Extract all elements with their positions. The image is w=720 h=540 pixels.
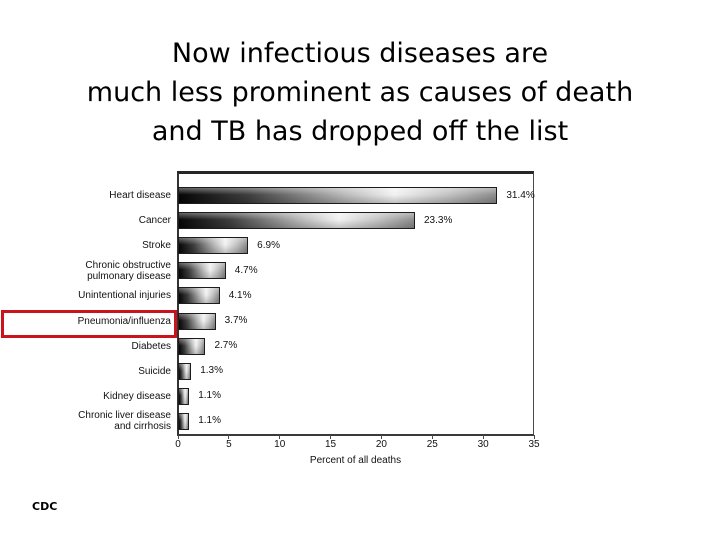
highlight-box-pneumonia	[1, 310, 177, 338]
x-axis-label: Percent of all deaths	[309, 455, 402, 466]
bar-chronic-liver-disease-and-cirrhosis	[178, 412, 190, 430]
tick-label: 5	[226, 439, 232, 450]
category-label: Chronic liver disease and cirrhosis	[1, 409, 171, 433]
category-label-text: Suicide	[138, 365, 171, 377]
value-label: 1.1%	[198, 390, 221, 402]
tick-label: 0	[175, 439, 181, 450]
category-label-text: Diabetes	[131, 340, 171, 352]
category-label: Diabetes	[1, 334, 171, 358]
category-label: Kidney disease	[1, 384, 171, 408]
bar-diabetes	[178, 337, 206, 355]
tick-label: 30	[477, 439, 489, 450]
category-label-text: Stroke	[142, 240, 171, 252]
tick-label: 35	[528, 439, 540, 450]
category-label: Heart disease	[1, 184, 171, 208]
slide-title: Now infectious diseases are much less pr…	[0, 34, 720, 151]
bar-suicide	[178, 362, 192, 380]
value-label: 1.3%	[200, 365, 224, 377]
category-label-text: Unintentional injuries	[78, 290, 171, 302]
value-label: 4.7%	[234, 264, 258, 276]
tick-mark	[177, 435, 179, 439]
category-label: Chronic obstructive pulmonary disease	[1, 259, 171, 283]
title-line-1: Now infectious diseases are	[171, 38, 549, 69]
category-label-text: Cancer	[138, 215, 171, 227]
bar-heart-disease	[178, 187, 498, 204]
category-label: Cancer	[1, 209, 171, 233]
category-label: Stroke	[1, 234, 171, 258]
tick-label: 20	[375, 439, 387, 450]
bar-stroke	[178, 237, 249, 255]
tick-label: 15	[325, 439, 337, 450]
value-label: 3.7%	[224, 315, 248, 326]
tick-mark	[279, 435, 281, 439]
category-label-text: Heart disease	[109, 190, 171, 201]
category-label-text: Pneumonia/influenza	[77, 315, 171, 327]
bar-cancer	[178, 212, 415, 230]
value-label: 6.9%	[257, 239, 280, 251]
value-label: 2.7%	[214, 340, 238, 352]
bar-pneumonia-influenza	[178, 312, 216, 330]
tick-mark	[482, 435, 484, 439]
category-label: Unintentional injuries	[1, 284, 171, 308]
category-label-text: Kidney disease	[103, 390, 171, 402]
value-label: 23.3%	[423, 214, 453, 226]
value-label: 4.1%	[228, 289, 252, 301]
value-label: 31.4%	[506, 189, 535, 201]
tick-mark	[533, 435, 535, 439]
title-line-2: much less prominent as causes of death	[86, 77, 634, 108]
bar-chronic-obstructive-pulmonary-disease	[178, 262, 226, 280]
category-label: Pneumonia/influenza	[1, 309, 171, 333]
value-label: 1.1%	[198, 415, 221, 427]
tick-label: 25	[426, 439, 438, 450]
tick-mark	[330, 435, 332, 439]
title-line-3: and TB has dropped off the list	[151, 116, 569, 147]
tick-mark	[431, 435, 433, 439]
footer-cdc: CDC	[32, 500, 58, 513]
category-label-text: Chronic liver disease and cirrhosis	[78, 410, 171, 433]
category-label: Suicide	[1, 359, 171, 383]
bar-unintentional-injuries	[178, 287, 220, 305]
bar-kidney-disease	[178, 387, 190, 405]
tick-mark	[228, 435, 230, 439]
tick-mark	[380, 435, 382, 439]
tick-label: 10	[274, 439, 286, 450]
category-label-text: Chronic obstructive pulmonary disease	[85, 259, 171, 282]
